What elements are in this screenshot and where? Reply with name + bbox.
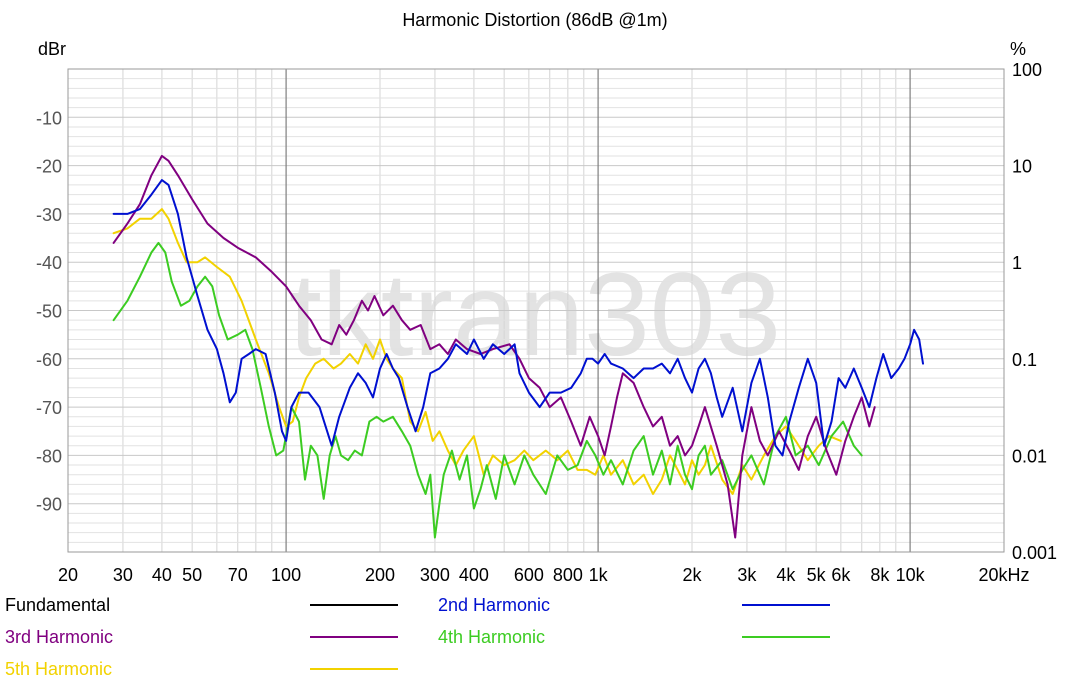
x-tick-label: 5k [807, 565, 827, 585]
minor-gridlines [67, 68, 1005, 553]
y-left-tick-label: -70 [36, 398, 62, 418]
y-left-tick-label: -10 [36, 108, 62, 128]
x-tick-label: 400 [459, 565, 489, 585]
y-right-tick-label: 0.001 [1012, 543, 1057, 563]
legend-swatch-4th-harmonic [742, 636, 830, 638]
x-tick-label: 800 [553, 565, 583, 585]
x-tick-label: 20kHz [978, 565, 1029, 585]
x-tick-label: 300 [420, 565, 450, 585]
y-right-tick-labels: 100 10 1 0.1 0.01 0.001 [1012, 60, 1057, 563]
legend-swatch-3rd-harmonic [310, 636, 398, 638]
series-line-4th-harmonic [112, 241, 863, 539]
legend-label-5th-harmonic: 5th Harmonic [5, 659, 113, 679]
y-left-tick-label: -50 [36, 302, 62, 322]
y-left-tick-label: -80 [36, 446, 62, 466]
x-tick-label: 40 [152, 565, 172, 585]
x-tick-label: 3k [737, 565, 757, 585]
legend: Fundamental 2nd Harmonic 3rd Harmonic 4t… [0, 590, 1070, 686]
watermark-text: tktran303 [289, 249, 781, 381]
series-line-2nd-harmonic [112, 179, 924, 457]
x-tick-label: 200 [365, 565, 395, 585]
x-tick-label: 30 [113, 565, 133, 585]
major-gridlines [285, 69, 911, 552]
y-left-axis-label: dBr [38, 39, 66, 59]
x-tick-label: 70 [228, 565, 248, 585]
x-tick-label: 50 [182, 565, 202, 585]
series-line-5th-harmonic [112, 208, 842, 495]
y-right-tick-label: 10 [1012, 157, 1032, 177]
y-left-tick-labels: -10 -20 -30 -40 -50 -60 -70 -80 -90 [36, 108, 62, 514]
x-tick-labels: 20 30 40 50 70 100 200 300 400 600 800 1k 2k 3k 4k 5k 6k… [58, 565, 1030, 585]
y-left-tick-label: -60 [36, 350, 62, 370]
y-right-tick-label: 100 [1012, 60, 1042, 80]
x-tick-label: 600 [514, 565, 544, 585]
legend-swatch-fundamental [310, 604, 398, 606]
x-tick-label: 2k [682, 565, 702, 585]
y-left-tick-label: -40 [36, 253, 62, 273]
y-right-axis-label: % [1010, 39, 1026, 59]
series-line-3rd-harmonic [112, 154, 876, 539]
legend-swatch-5th-harmonic [310, 668, 398, 670]
x-tick-label: 20 [58, 565, 78, 585]
y-left-tick-label: -90 [36, 495, 62, 515]
x-tick-label: 10k [896, 565, 926, 585]
x-tick-label: 100 [271, 565, 301, 585]
y-right-tick-label: 1 [1012, 253, 1022, 273]
y-left-tick-label: -20 [36, 157, 62, 177]
legend-label-2nd-harmonic: 2nd Harmonic [438, 595, 551, 615]
y-right-tick-label: 0.1 [1012, 350, 1037, 370]
legend-label-fundamental: Fundamental [5, 595, 111, 615]
x-tick-label: 8k [870, 565, 890, 585]
y-right-tick-label: 0.01 [1012, 446, 1047, 466]
x-tick-label: 6k [831, 565, 851, 585]
legend-label-3rd-harmonic: 3rd Harmonic [5, 627, 114, 647]
x-tick-label: 1k [589, 565, 609, 585]
series-layer [112, 154, 924, 539]
y-left-tick-label: -30 [36, 205, 62, 225]
plot-frame [67, 68, 1005, 553]
legend-swatch-2nd-harmonic [742, 604, 830, 606]
chart-title: Harmonic Distortion (86dB @1m) [402, 10, 667, 30]
legend-label-4th-harmonic: 4th Harmonic [438, 627, 546, 647]
x-tick-label: 4k [776, 565, 796, 585]
